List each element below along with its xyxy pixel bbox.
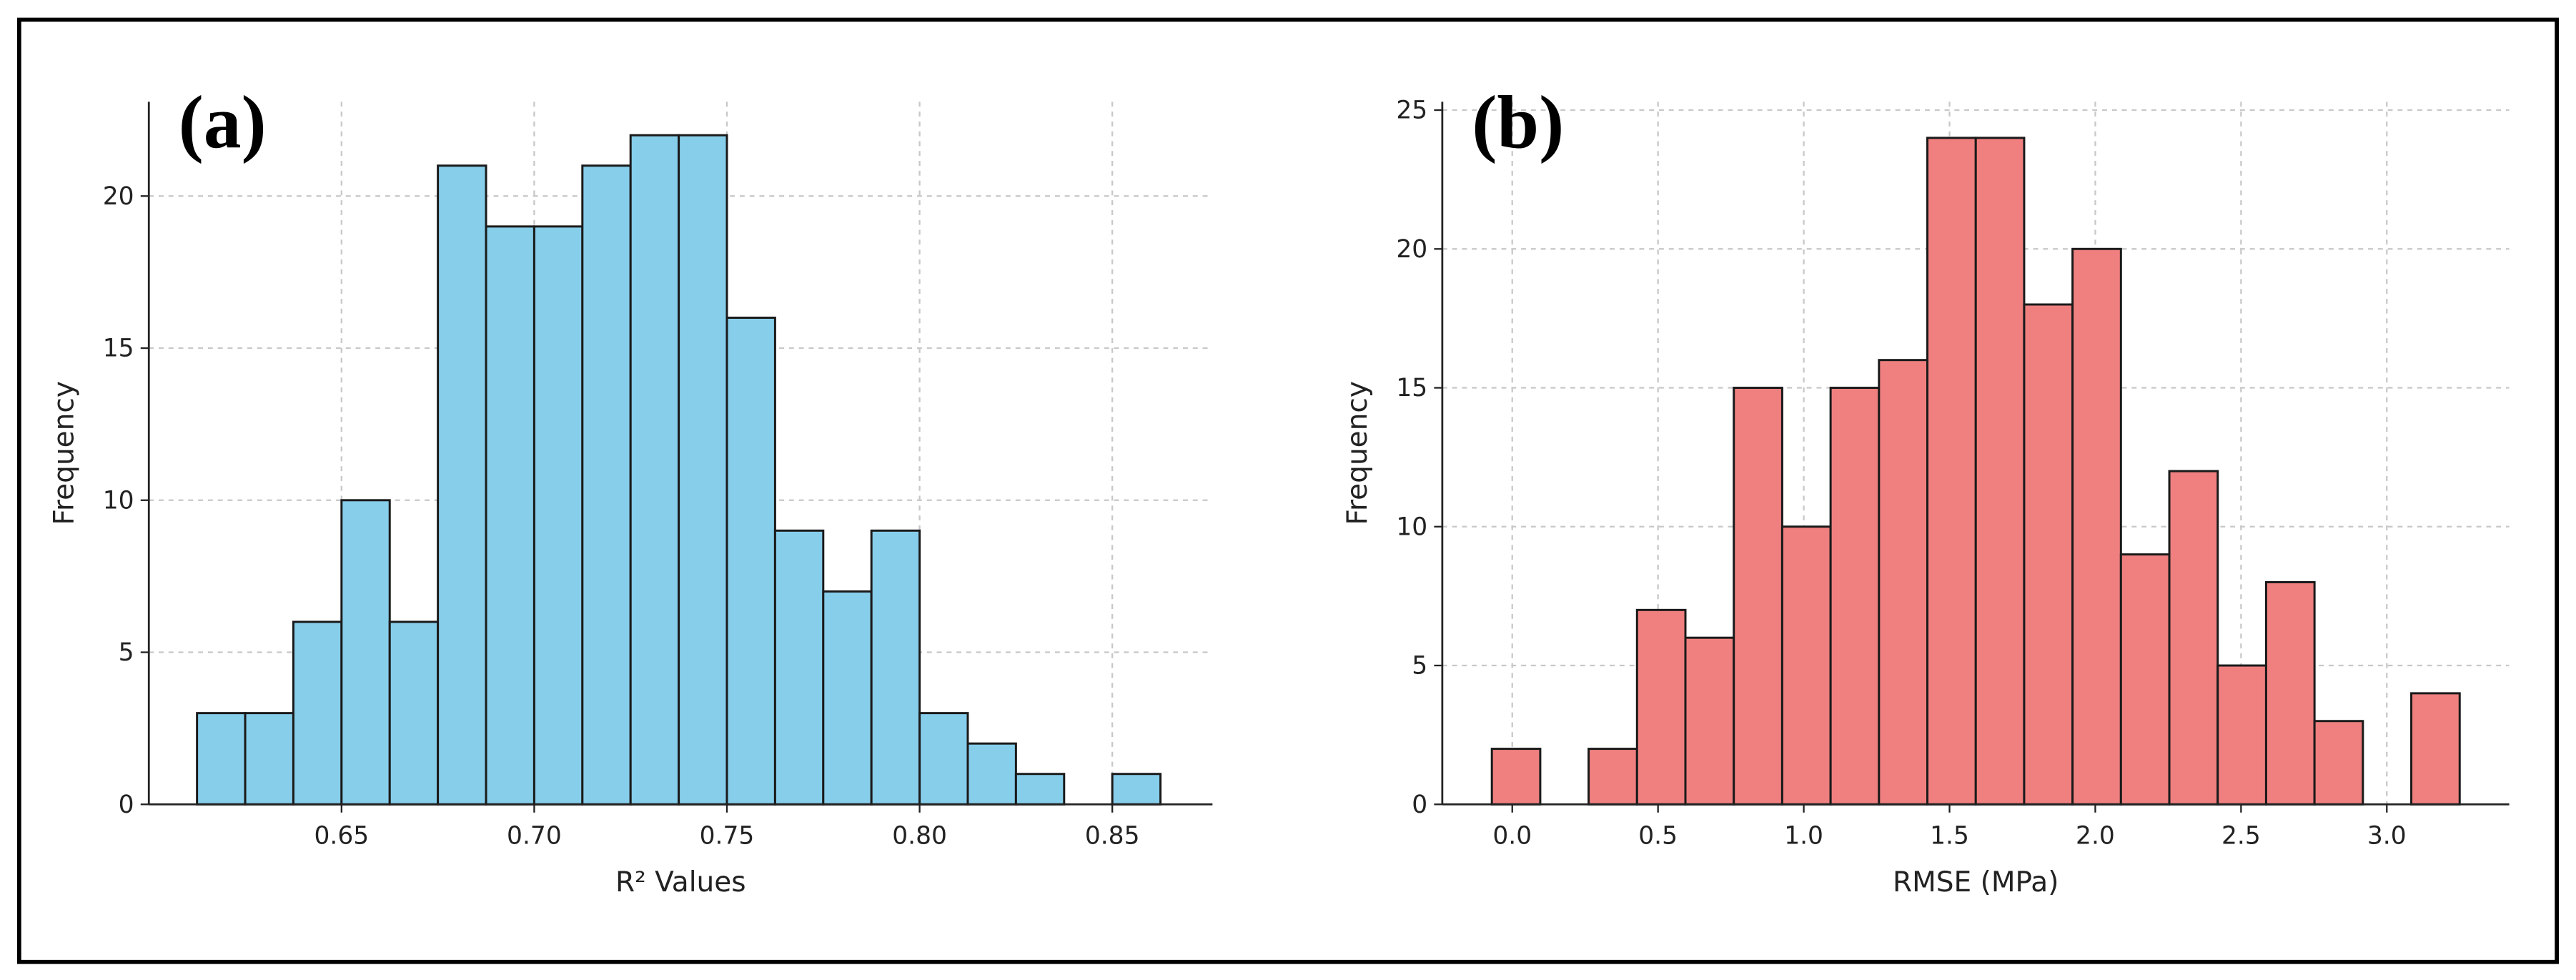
x-tick-label: 2.5 <box>2221 821 2261 850</box>
y-tick-label: 0 <box>1412 791 1427 819</box>
bar <box>340 499 391 806</box>
bar <box>2023 303 2074 806</box>
bar <box>485 225 535 806</box>
bar <box>629 134 680 806</box>
bar <box>1684 636 1735 806</box>
x-tick-label: 0.75 <box>700 821 755 850</box>
x-tick-label: 3.0 <box>2367 821 2407 850</box>
bar <box>870 529 921 806</box>
bar <box>437 164 487 806</box>
y-tick-label: 10 <box>103 486 134 515</box>
bar <box>388 620 440 806</box>
bar <box>773 529 825 806</box>
x-tick-label: 0.0 <box>1492 821 1532 850</box>
bar <box>1635 608 1687 806</box>
bar <box>2264 580 2316 806</box>
y-tick-label: 20 <box>103 182 134 211</box>
y-tick-label: 15 <box>1396 374 1427 402</box>
bar <box>1587 748 1638 806</box>
panel-label: (a) <box>179 81 267 164</box>
bar <box>244 712 294 806</box>
y-tick-label: 10 <box>1396 513 1427 541</box>
x-tick-label: 1.0 <box>1784 821 1823 850</box>
bar <box>2168 470 2219 806</box>
bar <box>1733 387 1783 806</box>
bar <box>1014 773 1066 806</box>
bar <box>2071 247 2122 806</box>
bar <box>292 620 343 806</box>
x-tick-label: 0.85 <box>1085 821 1140 850</box>
bar <box>1926 137 1977 806</box>
frame <box>16 17 2560 964</box>
bar <box>1974 137 2026 806</box>
bar <box>966 742 1017 806</box>
x-tick-label: 2.0 <box>2076 821 2115 850</box>
bar <box>2216 664 2267 806</box>
bar <box>1878 359 1929 806</box>
y-tick-label: 5 <box>119 638 134 667</box>
bar <box>1829 387 1881 806</box>
x-axis-label: R² Values <box>615 866 746 899</box>
x-axis-label: RMSE (MPa) <box>1893 866 2059 899</box>
bar <box>196 712 247 806</box>
bar <box>2313 720 2364 806</box>
bar <box>581 164 632 806</box>
y-axis-label: Frequency <box>1342 381 1374 525</box>
y-tick-label: 5 <box>1412 652 1427 680</box>
bar <box>532 225 584 806</box>
x-tick-label: 0.70 <box>507 821 562 850</box>
y-tick-label: 15 <box>103 335 134 363</box>
bar <box>678 134 728 806</box>
bar <box>2410 692 2461 806</box>
y-tick-label: 0 <box>119 791 134 819</box>
bar <box>1490 748 1542 806</box>
bar <box>1780 525 1832 806</box>
y-tick-label: 25 <box>1396 96 1427 125</box>
panel-label: (b) <box>1472 81 1564 164</box>
x-tick-label: 0.5 <box>1638 821 1678 850</box>
y-axis-label: Frequency <box>49 381 81 525</box>
bar <box>822 590 873 806</box>
bar <box>2119 553 2171 806</box>
bar <box>725 316 776 806</box>
y-tick-label: 20 <box>1396 235 1427 264</box>
bar <box>1111 773 1162 806</box>
x-tick-label: 0.80 <box>892 821 947 850</box>
x-tick-label: 1.5 <box>1930 821 1969 850</box>
bar <box>918 712 969 806</box>
x-tick-label: 0.65 <box>314 821 369 850</box>
